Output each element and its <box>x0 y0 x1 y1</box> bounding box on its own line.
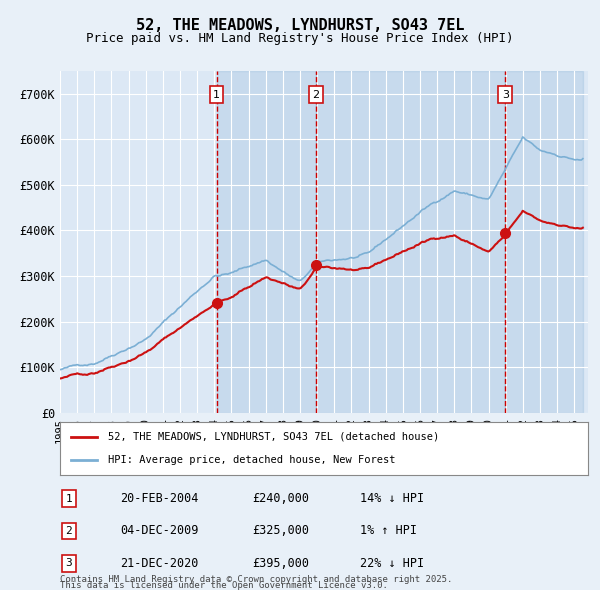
Text: 3: 3 <box>502 90 509 100</box>
Text: 1% ↑ HPI: 1% ↑ HPI <box>360 525 417 537</box>
Text: Contains HM Land Registry data © Crown copyright and database right 2025.: Contains HM Land Registry data © Crown c… <box>60 575 452 584</box>
Text: 04-DEC-2009: 04-DEC-2009 <box>120 525 199 537</box>
Text: HPI: Average price, detached house, New Forest: HPI: Average price, detached house, New … <box>107 455 395 465</box>
Bar <box>217 71 316 413</box>
Text: £395,000: £395,000 <box>252 557 309 570</box>
Text: This data is licensed under the Open Government Licence v3.0.: This data is licensed under the Open Gov… <box>60 581 388 590</box>
Text: 22% ↓ HPI: 22% ↓ HPI <box>360 557 424 570</box>
Text: 21-DEC-2020: 21-DEC-2020 <box>120 557 199 570</box>
Text: Price paid vs. HM Land Registry's House Price Index (HPI): Price paid vs. HM Land Registry's House … <box>86 32 514 45</box>
Text: 3: 3 <box>65 559 73 568</box>
Text: £325,000: £325,000 <box>252 525 309 537</box>
Text: 52, THE MEADOWS, LYNDHURST, SO43 7EL (detached house): 52, THE MEADOWS, LYNDHURST, SO43 7EL (de… <box>107 432 439 442</box>
Text: 1: 1 <box>213 90 220 100</box>
Text: 1: 1 <box>65 494 73 503</box>
Text: 14% ↓ HPI: 14% ↓ HPI <box>360 492 424 505</box>
Bar <box>505 71 583 413</box>
Bar <box>316 71 505 413</box>
Text: 52, THE MEADOWS, LYNDHURST, SO43 7EL: 52, THE MEADOWS, LYNDHURST, SO43 7EL <box>136 18 464 33</box>
Text: 2: 2 <box>312 90 319 100</box>
Text: 20-FEB-2004: 20-FEB-2004 <box>120 492 199 505</box>
Text: 2: 2 <box>65 526 73 536</box>
Text: £240,000: £240,000 <box>252 492 309 505</box>
